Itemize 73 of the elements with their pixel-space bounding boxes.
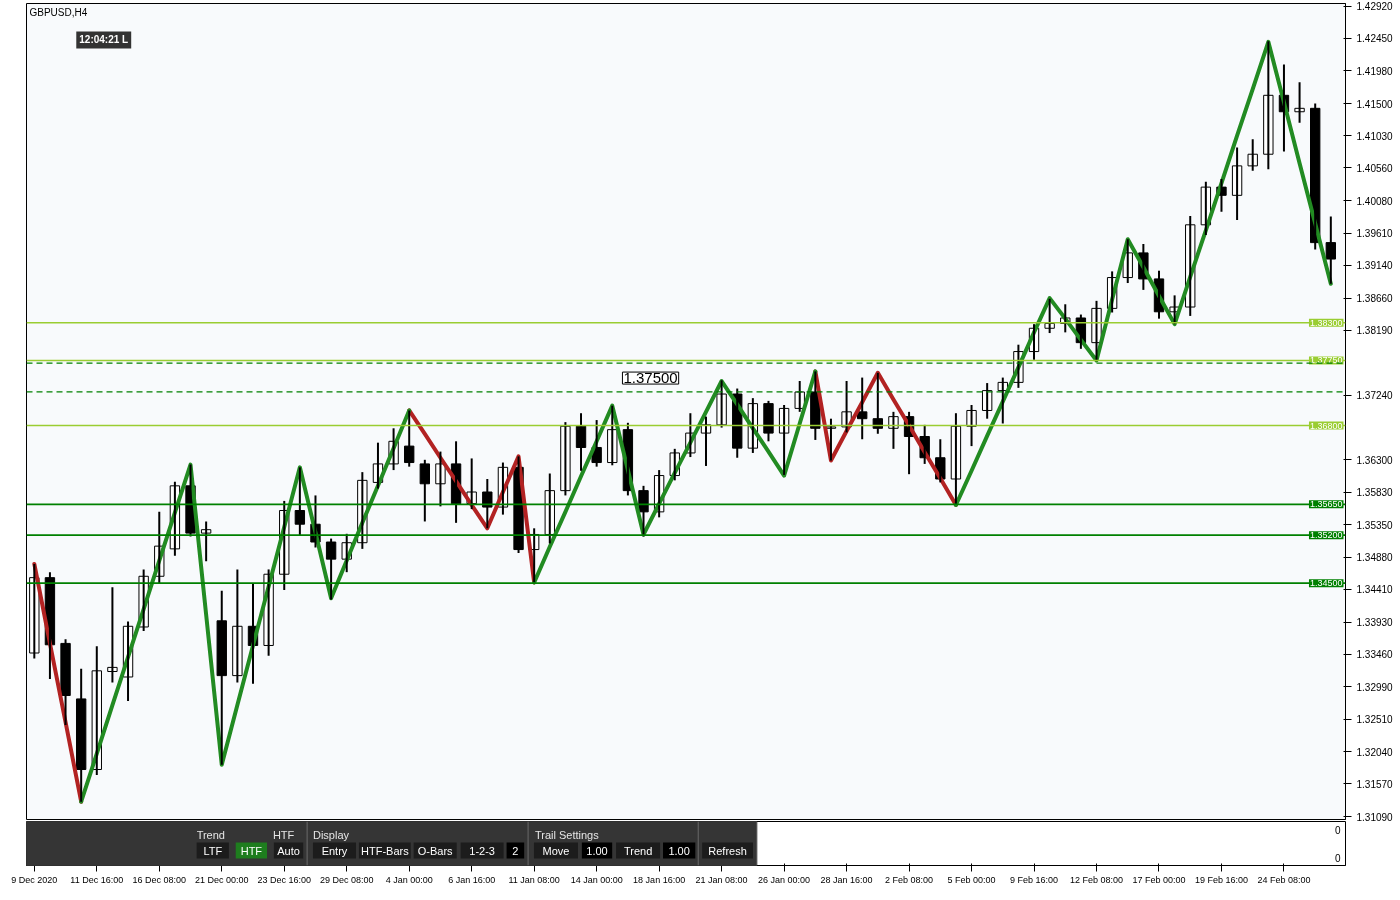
text: 0 [1334, 824, 1341, 836]
y-tick-label: 1.32510 [1356, 714, 1394, 726]
x-tick-label: 5 Feb 00:00 [947, 874, 996, 885]
text: Display [312, 828, 350, 841]
y-tick-label: 1.41500 [1356, 98, 1394, 110]
x-tick-label: 16 Dec 08:00 [132, 874, 187, 885]
text: HTF [272, 828, 295, 841]
y-tick-label: 1.37240 [1356, 390, 1394, 402]
y-tick-label: 1.41030 [1356, 130, 1394, 142]
chart-title: GBPUSD,H4 [29, 6, 88, 18]
y-tick-label: 1.40560 [1356, 162, 1394, 174]
x-tick-label: 9 Dec 2020 [11, 874, 58, 885]
y-tick-label: 1.35830 [1356, 487, 1394, 498]
text: 2 [512, 844, 519, 857]
y-tick-label: 1.42450 [1356, 33, 1394, 45]
x-tick-label: 2 Feb 08:00 [885, 874, 934, 885]
y-tick-label: 1.34880 [1356, 552, 1394, 564]
y-tick-label: 1.42920 [1356, 1, 1394, 13]
x-tick-label: 28 Jan 16:00 [820, 874, 873, 885]
x-tick-label: 26 Jan 00:00 [758, 874, 811, 885]
text: Refresh [708, 844, 747, 857]
x-tick-label: 14 Jan 00:00 [570, 874, 623, 885]
y-tick-label: 1.31570 [1356, 778, 1394, 790]
text: Move [542, 844, 570, 857]
y-tick-label: 1.36300 [1356, 454, 1394, 466]
annotation: 1.37500 [623, 369, 678, 387]
x-tick-label: 11 Jan 08:00 [508, 874, 560, 885]
text: 1.00 [668, 844, 690, 857]
text: Trend [196, 828, 225, 841]
ref-line-label: 1.34500 [1309, 578, 1343, 589]
ref-line-label: 1.36800 [1309, 420, 1343, 431]
annotation: 12:04:21 L [79, 34, 129, 46]
ref-line-label: 1.38300 [1309, 317, 1343, 328]
x-tick-label: 6 Jan 16:00 [448, 874, 496, 885]
text: LTF [203, 844, 223, 857]
text: Trail Settings [534, 828, 600, 841]
y-tick-label: 1.33930 [1356, 617, 1394, 629]
y-tick-label: 1.35350 [1356, 519, 1394, 531]
text: 1.00 [586, 844, 608, 857]
y-tick-label: 1.41980 [1356, 65, 1394, 77]
text: Entry [321, 844, 348, 857]
y-tick-label: 1.38660 [1356, 293, 1394, 305]
text: HTF-Bars [361, 844, 410, 857]
x-tick-label: 4 Jan 00:00 [385, 874, 433, 885]
y-tick-label: 1.31090 [1356, 811, 1394, 823]
x-tick-label: 12 Feb 08:00 [1069, 874, 1124, 885]
text: O-Bars [417, 844, 454, 857]
ref-line-label: 1.37750 [1309, 355, 1343, 366]
x-tick-label: 11 Dec 16:00 [70, 874, 124, 885]
text: Trend [623, 844, 653, 857]
text: Auto [277, 844, 300, 857]
x-tick-label: 21 Dec 00:00 [194, 874, 249, 885]
x-tick-label: 9 Feb 16:00 [1010, 874, 1059, 885]
y-tick-label: 1.39140 [1356, 260, 1394, 272]
x-tick-label: 23 Dec 16:00 [257, 874, 312, 885]
y-tick-label: 1.40080 [1356, 195, 1394, 207]
text: 1-2-3 [469, 844, 495, 857]
y-tick-label: 1.33460 [1356, 649, 1394, 661]
y-tick-label: 1.32040 [1356, 746, 1394, 758]
x-tick-label: 29 Dec 08:00 [319, 874, 374, 885]
ref-line-label: 1.35200 [1309, 530, 1343, 541]
y-tick-label: 1.38190 [1356, 325, 1394, 337]
text: 0 [1334, 852, 1341, 864]
x-tick-label: 21 Jan 08:00 [695, 874, 748, 885]
x-tick-label: 17 Feb 00:00 [1132, 874, 1186, 885]
y-tick-label: 1.32990 [1356, 681, 1394, 693]
text: HTF [240, 844, 263, 857]
ref-line-label: 1.35650 [1309, 499, 1343, 510]
y-tick-label: 1.34410 [1356, 584, 1394, 596]
x-tick-label: 19 Feb 16:00 [1194, 874, 1248, 885]
y-tick-label: 1.39610 [1356, 228, 1394, 240]
x-tick-label: 24 Feb 08:00 [1257, 874, 1311, 885]
x-tick-label: 18 Jan 16:00 [633, 874, 686, 885]
